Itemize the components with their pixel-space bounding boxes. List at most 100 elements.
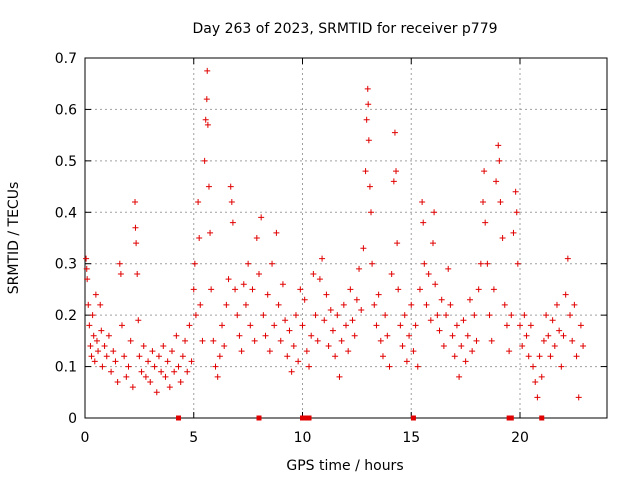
data-point bbox=[262, 332, 269, 339]
data-point bbox=[512, 188, 519, 195]
data-point bbox=[90, 332, 97, 339]
data-point bbox=[249, 286, 256, 293]
zero-marker bbox=[539, 415, 545, 421]
data-point bbox=[425, 271, 432, 277]
data-point bbox=[155, 353, 162, 360]
data-point bbox=[420, 219, 427, 226]
data-point bbox=[395, 286, 402, 293]
data-point bbox=[382, 312, 389, 319]
data-point bbox=[207, 229, 214, 236]
data-point bbox=[353, 296, 360, 303]
data-point bbox=[164, 358, 171, 365]
data-point bbox=[534, 394, 541, 401]
data-point bbox=[258, 214, 265, 221]
x-tick-label: 0 bbox=[81, 430, 90, 446]
data-point bbox=[210, 337, 217, 344]
data-point bbox=[475, 286, 482, 293]
data-point bbox=[303, 348, 310, 355]
data-point bbox=[275, 301, 282, 308]
data-point bbox=[323, 291, 330, 298]
data-point bbox=[301, 296, 308, 303]
data-point bbox=[431, 209, 438, 216]
data-point bbox=[97, 301, 104, 308]
data-point bbox=[445, 265, 452, 272]
data-point bbox=[401, 312, 408, 319]
zero-marker bbox=[300, 415, 305, 421]
data-point bbox=[449, 332, 456, 339]
data-point bbox=[525, 353, 532, 360]
data-point bbox=[332, 353, 339, 360]
data-point bbox=[549, 317, 556, 324]
x-tick-label: 5 bbox=[189, 430, 198, 446]
data-point bbox=[171, 368, 178, 375]
data-point bbox=[369, 260, 376, 267]
data-point bbox=[562, 291, 569, 298]
data-point bbox=[269, 260, 276, 267]
data-point bbox=[125, 363, 132, 370]
data-point bbox=[327, 307, 334, 313]
data-point bbox=[177, 379, 184, 385]
data-point bbox=[497, 199, 504, 205]
data-point bbox=[83, 255, 90, 262]
data-point bbox=[182, 337, 189, 344]
data-point bbox=[134, 271, 141, 277]
data-point bbox=[118, 322, 125, 329]
data-point bbox=[416, 286, 423, 293]
data-point bbox=[319, 255, 326, 262]
data-point bbox=[84, 276, 91, 283]
data-point bbox=[482, 219, 489, 226]
data-point bbox=[203, 96, 210, 103]
data-point bbox=[540, 337, 547, 344]
data-point bbox=[253, 235, 260, 241]
data-point bbox=[547, 353, 554, 360]
data-point bbox=[264, 291, 271, 298]
data-point bbox=[338, 337, 345, 344]
data-point bbox=[145, 358, 152, 365]
data-point bbox=[366, 183, 373, 190]
data-point bbox=[282, 317, 289, 324]
x-tick-label: 20 bbox=[511, 430, 529, 446]
data-point bbox=[117, 271, 124, 277]
data-point bbox=[495, 142, 502, 149]
data-point bbox=[92, 291, 99, 298]
data-point bbox=[199, 337, 206, 344]
data-point bbox=[103, 353, 110, 360]
data-point bbox=[240, 281, 247, 288]
data-point bbox=[375, 291, 382, 298]
data-point bbox=[184, 368, 191, 375]
data-point bbox=[179, 353, 186, 360]
data-point bbox=[93, 337, 100, 344]
data-point bbox=[321, 317, 328, 324]
data-point bbox=[86, 322, 93, 329]
data-point bbox=[83, 265, 90, 272]
data-point bbox=[196, 235, 203, 241]
data-point bbox=[158, 368, 165, 375]
data-point bbox=[162, 373, 169, 380]
data-points bbox=[83, 67, 587, 401]
data-point bbox=[87, 343, 94, 349]
data-point bbox=[190, 286, 197, 293]
data-point bbox=[266, 348, 273, 355]
data-point bbox=[105, 332, 112, 339]
data-point bbox=[458, 343, 465, 349]
data-point bbox=[160, 343, 167, 349]
data-point bbox=[153, 389, 160, 396]
data-point bbox=[510, 229, 517, 236]
data-point bbox=[201, 157, 208, 164]
data-point bbox=[186, 322, 193, 329]
data-point bbox=[486, 312, 493, 319]
data-point bbox=[273, 229, 280, 236]
chart-title: Day 263 of 2023, SRMTID for receiver p77… bbox=[192, 21, 497, 37]
data-point bbox=[175, 363, 182, 370]
data-point bbox=[195, 199, 202, 205]
y-tick-label: 0.3 bbox=[55, 257, 77, 273]
data-point bbox=[503, 322, 510, 329]
data-point bbox=[138, 368, 145, 375]
data-point bbox=[232, 286, 239, 293]
data-point bbox=[142, 373, 149, 380]
data-point bbox=[451, 353, 458, 360]
data-point bbox=[123, 373, 130, 380]
data-point bbox=[412, 322, 419, 329]
grid-layer bbox=[85, 58, 607, 418]
